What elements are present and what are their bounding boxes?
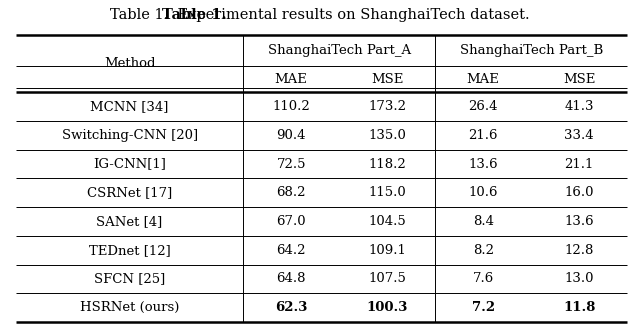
Text: 90.4: 90.4 <box>276 129 306 142</box>
Text: 13.6: 13.6 <box>468 158 498 171</box>
Text: MSE: MSE <box>563 73 595 86</box>
Text: IG-CNN[1]: IG-CNN[1] <box>93 158 166 171</box>
Text: MAE: MAE <box>467 73 500 86</box>
Text: Table 1.  Experimental results on ShanghaiTech dataset.: Table 1. Experimental results on Shangha… <box>110 8 530 22</box>
Text: 173.2: 173.2 <box>368 100 406 113</box>
Text: Method: Method <box>104 57 156 70</box>
Text: 62.3: 62.3 <box>275 301 307 314</box>
Text: 68.2: 68.2 <box>276 186 306 199</box>
Text: MAE: MAE <box>275 73 308 86</box>
Text: 72.5: 72.5 <box>276 158 306 171</box>
Text: 41.3: 41.3 <box>564 100 594 113</box>
Text: 21.1: 21.1 <box>564 158 594 171</box>
Text: CSRNet [17]: CSRNet [17] <box>87 186 172 199</box>
Text: 21.6: 21.6 <box>468 129 498 142</box>
Text: 67.0: 67.0 <box>276 215 306 228</box>
Text: 13.0: 13.0 <box>564 273 594 286</box>
Text: MCNN [34]: MCNN [34] <box>90 100 169 113</box>
Text: ShanghaiTech Part_A: ShanghaiTech Part_A <box>268 44 411 57</box>
Text: 12.8: 12.8 <box>564 244 594 257</box>
Text: Switching-CNN [20]: Switching-CNN [20] <box>61 129 198 142</box>
Text: 26.4: 26.4 <box>468 100 498 113</box>
Text: 100.3: 100.3 <box>367 301 408 314</box>
Text: 11.8: 11.8 <box>563 301 595 314</box>
Text: 16.0: 16.0 <box>564 186 594 199</box>
Text: 8.2: 8.2 <box>473 244 493 257</box>
Text: HSRNet (ours): HSRNet (ours) <box>80 301 179 314</box>
Text: 64.8: 64.8 <box>276 273 306 286</box>
Text: Table 1.: Table 1. <box>162 8 227 22</box>
Text: 135.0: 135.0 <box>368 129 406 142</box>
Text: MSE: MSE <box>371 73 403 86</box>
Text: ShanghaiTech Part_B: ShanghaiTech Part_B <box>460 44 603 57</box>
Text: 104.5: 104.5 <box>369 215 406 228</box>
Text: 109.1: 109.1 <box>368 244 406 257</box>
Text: 7.2: 7.2 <box>472 301 495 314</box>
Text: 13.6: 13.6 <box>564 215 594 228</box>
Text: 64.2: 64.2 <box>276 244 306 257</box>
Text: 110.2: 110.2 <box>273 100 310 113</box>
Text: SANet [4]: SANet [4] <box>97 215 163 228</box>
Text: 107.5: 107.5 <box>368 273 406 286</box>
Text: SFCN [25]: SFCN [25] <box>94 273 165 286</box>
Text: 33.4: 33.4 <box>564 129 594 142</box>
Text: 8.4: 8.4 <box>473 215 493 228</box>
Text: 115.0: 115.0 <box>369 186 406 199</box>
Text: TEDnet [12]: TEDnet [12] <box>89 244 170 257</box>
Text: 10.6: 10.6 <box>468 186 498 199</box>
Text: 7.6: 7.6 <box>472 273 494 286</box>
Text: 118.2: 118.2 <box>369 158 406 171</box>
